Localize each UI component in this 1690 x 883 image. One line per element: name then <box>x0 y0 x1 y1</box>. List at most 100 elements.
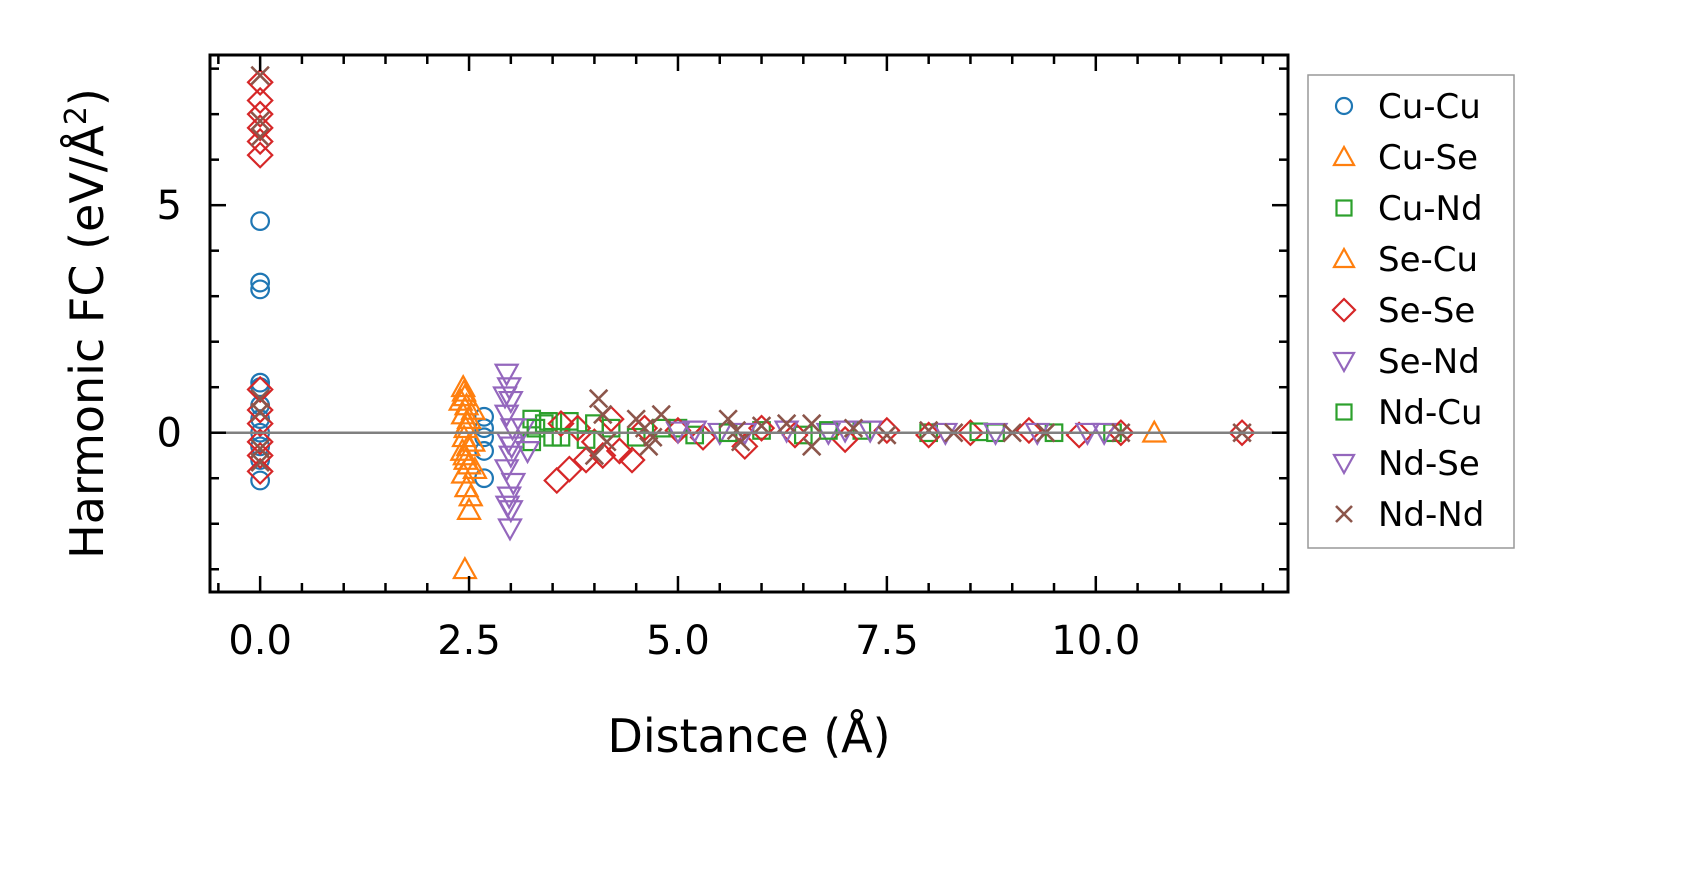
data-point <box>250 111 270 131</box>
data-point <box>250 372 271 393</box>
data-point <box>498 436 525 460</box>
legend-items: Cu-Cu Cu-Se Cu-Nd Se-Cu Se-Se Se-Nd Nd-Cu Nd-Se… <box>1331 87 1484 535</box>
data-point <box>250 272 271 293</box>
data-point <box>584 445 605 466</box>
legend-item: Nd-Cu <box>1335 393 1483 433</box>
data-points <box>246 65 1256 580</box>
data-point <box>250 452 270 473</box>
data-point <box>730 432 751 452</box>
legend-item: Se-Nd <box>1332 342 1480 382</box>
legend-marker <box>1331 297 1357 323</box>
legend-label: Nd-Cu <box>1378 393 1483 433</box>
data-point <box>801 413 822 434</box>
data-point <box>246 428 274 456</box>
data-point <box>776 413 797 434</box>
data-point <box>718 409 738 429</box>
data-point <box>918 420 939 441</box>
legend-item: Nd-Se <box>1332 444 1480 484</box>
legend-label: Cu-Se <box>1378 138 1478 178</box>
x-tick-label: 10.0 <box>1051 618 1140 664</box>
legend-label: Se-Cu <box>1378 240 1478 280</box>
y-axis-label: Harmonic FC (eV/Å2) <box>59 88 115 559</box>
data-point <box>451 378 477 402</box>
data-point <box>639 436 659 457</box>
data-point <box>497 518 523 542</box>
legend-marker <box>1332 144 1356 167</box>
legend-item: Se-Se <box>1331 291 1475 331</box>
legend-marker <box>1332 246 1356 269</box>
data-point <box>843 418 864 438</box>
legend-marker <box>1335 403 1353 421</box>
legend-marker <box>1335 199 1353 217</box>
data-point <box>246 114 274 142</box>
legend: Cu-Cu Cu-Se Cu-Nd Se-Cu Se-Se Se-Nd Nd-Cu Nd-Se… <box>1307 74 1515 549</box>
data-point <box>626 427 646 447</box>
data-point <box>589 441 617 470</box>
data-point <box>510 418 537 442</box>
x-tick-label: 5.0 <box>646 618 710 664</box>
legend-label: Nd-Nd <box>1378 495 1484 535</box>
data-point <box>726 420 747 441</box>
data-point <box>246 441 274 470</box>
legend-label: Cu-Cu <box>1378 87 1481 127</box>
legend-marker <box>1332 351 1356 374</box>
plot-area-frame <box>208 53 1290 594</box>
data-point <box>246 457 274 486</box>
legend-label: Se-Se <box>1378 291 1475 331</box>
legend-label: Se-Nd <box>1378 342 1480 382</box>
data-point <box>250 388 270 409</box>
data-point <box>246 141 274 169</box>
legend-item: Se-Cu <box>1332 240 1478 280</box>
data-point <box>250 65 270 86</box>
data-point <box>593 404 613 425</box>
data-point <box>500 472 527 497</box>
axis-ticks <box>210 55 1288 592</box>
y-tick-label: 0 <box>157 411 182 457</box>
data-point <box>618 446 646 474</box>
data-point <box>801 436 822 457</box>
data-point <box>456 496 482 520</box>
series-nd-cu <box>526 411 989 447</box>
data-point <box>460 428 487 452</box>
series-se-nd <box>493 363 1101 542</box>
data-point <box>651 404 671 425</box>
data-point <box>551 427 571 447</box>
data-point <box>539 411 558 431</box>
data-point <box>250 402 270 422</box>
legend-marker <box>1334 96 1354 116</box>
data-point <box>250 211 271 232</box>
legend-item: Nd-Nd <box>1335 495 1484 535</box>
data-point <box>526 418 546 438</box>
data-point <box>497 390 524 415</box>
data-point <box>547 409 575 438</box>
data-point <box>452 446 479 470</box>
data-point <box>915 421 943 449</box>
data-point <box>494 495 521 519</box>
legend-item: Cu-Cu <box>1334 87 1481 127</box>
y-tick-label: 5 <box>157 183 182 229</box>
x-tick-label: 7.5 <box>855 618 919 664</box>
x-axis-label: Distance (Å) <box>607 709 890 763</box>
data-point <box>492 386 518 410</box>
data-point <box>457 483 484 507</box>
series-cu-se <box>447 373 1168 580</box>
data-point <box>250 279 271 300</box>
data-point <box>493 363 520 387</box>
data-point <box>449 437 476 461</box>
y-tick-labels: 05 <box>157 183 182 457</box>
data-point <box>246 68 274 96</box>
data-point <box>452 555 478 580</box>
y-axis-label-close: ) <box>60 88 114 106</box>
x-tick-labels: 0.0 2.5 5.0 7.5 10.0 <box>228 618 1140 664</box>
data-point <box>497 445 524 469</box>
legend-label: Nd-Se <box>1378 444 1480 484</box>
y-axis-label-main: Harmonic FC (eV/Å <box>60 125 114 559</box>
data-point <box>246 375 274 404</box>
data-point <box>793 425 813 445</box>
legend-item: Cu-Se <box>1332 138 1478 178</box>
data-point <box>1065 421 1093 449</box>
x-tick-label: 0.0 <box>228 618 292 664</box>
data-point <box>246 100 274 128</box>
legend-marker <box>1335 505 1353 523</box>
data-point <box>493 459 520 483</box>
